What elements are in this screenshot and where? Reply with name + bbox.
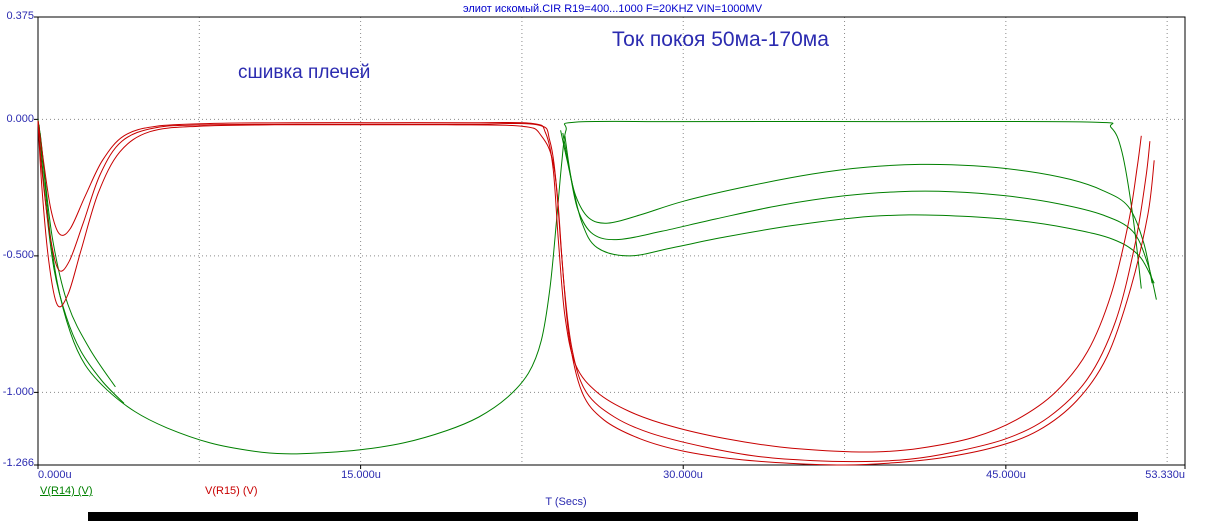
y-axis-tick-label: 0.000 [6, 113, 34, 125]
y-axis-tick-label: -0.500 [2, 249, 34, 261]
legend-vr14[interactable]: V(R14) (V) [40, 485, 93, 497]
x-axis-tick-label: 30.000u [663, 469, 703, 481]
y-axis-tick-label: -1.266 [2, 457, 34, 469]
x-axis-tick-label: 15.000u [341, 469, 381, 481]
legend-vr15[interactable]: V(R15) (V) [205, 485, 258, 497]
x-axis-tick-label: 0.000u [38, 469, 72, 481]
annotation-bias-current: Ток покоя 50ма-170ма [612, 28, 829, 51]
y-axis-tick-label: 0.375 [6, 10, 34, 22]
annotation-crossover: сшивка плечей [238, 62, 371, 83]
x-axis-tick-label: 53.330u [1145, 469, 1185, 481]
x-axis-title: T (Secs) [545, 496, 587, 508]
x-axis-tick-label: 45.000u [986, 469, 1026, 481]
plot-title: элиот искомый.CIR R19=400...1000 F=20KHZ… [462, 3, 763, 15]
y-axis-tick-label: -1.000 [2, 386, 34, 398]
bottom-bar [88, 512, 1138, 521]
